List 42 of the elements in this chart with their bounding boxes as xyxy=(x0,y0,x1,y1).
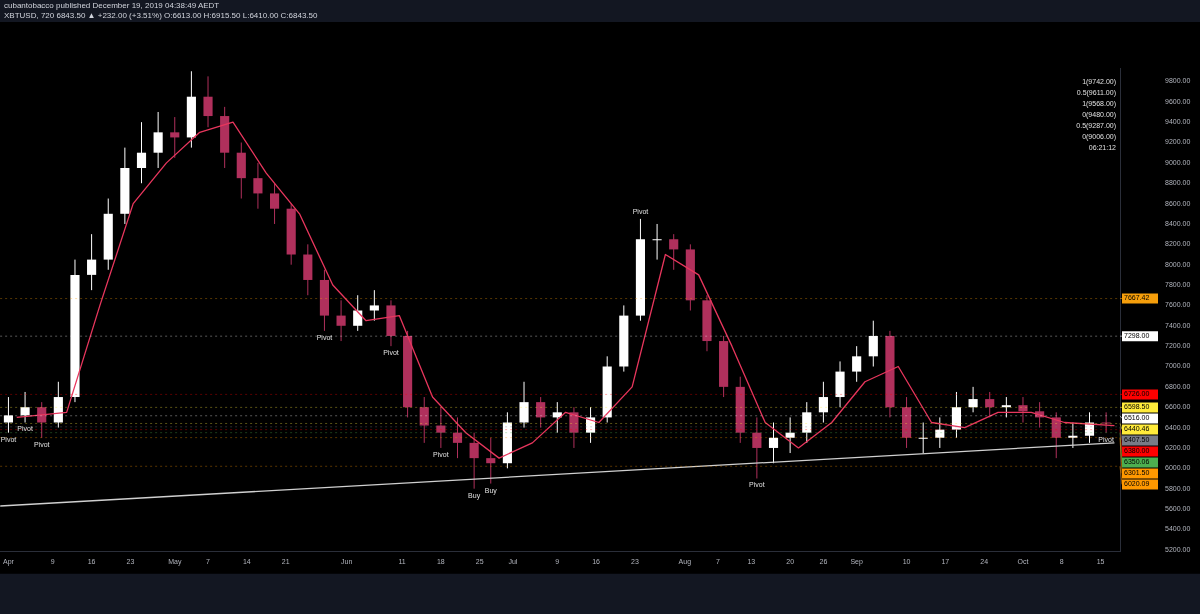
candlestick xyxy=(752,416,762,479)
candlestick xyxy=(1068,422,1078,449)
candlestick xyxy=(585,406,596,444)
candlestick xyxy=(802,401,812,444)
candlestick xyxy=(253,162,263,210)
candlestick xyxy=(1001,396,1011,418)
chart-title: cubantobacco published December 19, 2019 04:38:49 AEDT xyxy=(4,1,221,11)
candlestick xyxy=(170,116,180,159)
candlestick xyxy=(419,396,429,444)
candlestick xyxy=(951,391,962,439)
chart-subtitle: XBTUSD, 720 6843.50 ▲ +232.00 (+3.51%) O:6613.00 H:6915.50 L:6410.00 C:6843.50 xyxy=(4,11,318,21)
candlestick xyxy=(985,391,995,418)
candlestick xyxy=(269,182,280,225)
candlestick xyxy=(785,416,795,454)
candlestick xyxy=(436,406,446,449)
candlestick xyxy=(669,233,679,271)
candlestick xyxy=(153,111,163,169)
candlestick xyxy=(968,386,978,413)
candlestick xyxy=(203,75,213,128)
candlestick xyxy=(3,396,14,434)
candlestick xyxy=(935,416,945,449)
candlestick xyxy=(469,432,479,490)
candlestick xyxy=(818,381,828,423)
candlestick xyxy=(486,437,496,485)
candlestick xyxy=(536,396,546,429)
candlestick xyxy=(519,381,529,429)
candlestick xyxy=(452,416,463,459)
candlestick xyxy=(87,233,97,291)
candlestick xyxy=(652,223,662,261)
candlestick xyxy=(336,299,346,342)
candlestick xyxy=(569,406,579,449)
candlestick xyxy=(1018,396,1028,423)
candlestick xyxy=(136,121,147,184)
candlestick xyxy=(868,320,878,368)
candlestick xyxy=(852,345,862,383)
candlestick xyxy=(768,422,779,464)
candlestick xyxy=(37,401,47,439)
candlestick xyxy=(369,289,379,322)
candlestick xyxy=(918,422,928,454)
candlestick xyxy=(1101,411,1111,434)
candlestick xyxy=(20,391,30,423)
candlestick xyxy=(1051,411,1061,459)
